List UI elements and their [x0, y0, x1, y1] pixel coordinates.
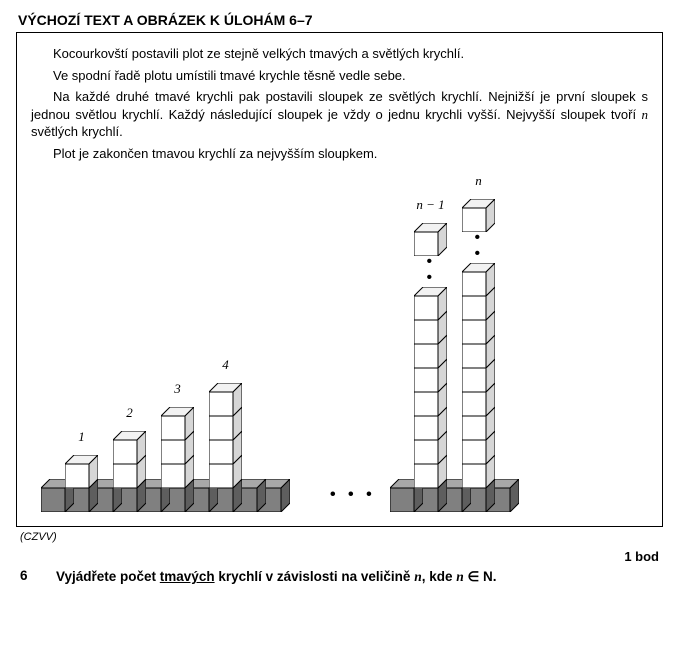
- q-dot: .: [493, 569, 497, 584]
- light-cube: [414, 223, 447, 256]
- light-cube: [209, 383, 242, 416]
- p3-n: n: [642, 107, 649, 122]
- light-column: 4: [209, 357, 242, 488]
- q-underline: tmavých: [160, 569, 215, 584]
- p3-b: světlých krychlí.: [31, 124, 123, 139]
- light-cube: [462, 263, 495, 296]
- column-label: n: [447, 173, 510, 189]
- ellipsis-h: • • •: [330, 486, 376, 504]
- points: 1 bod: [20, 549, 659, 564]
- light-column: • • • n − 1: [414, 197, 447, 488]
- light-column: 2: [113, 405, 146, 488]
- para-4: Plot je zakončen tmavou krychlí za nejvy…: [31, 145, 648, 163]
- light-column: • • • n: [462, 173, 495, 488]
- light-column: 3: [161, 381, 194, 488]
- column-label: 4: [194, 357, 257, 373]
- para-2: Ve spodní řadě plotu umístili tmavé kryc…: [31, 67, 648, 85]
- column-label: n − 1: [399, 197, 462, 213]
- light-cube: [462, 199, 495, 232]
- q-n: n: [414, 569, 422, 584]
- column-label: 3: [146, 381, 209, 397]
- q-N: N: [483, 569, 493, 584]
- column-label: 2: [98, 405, 161, 421]
- light-column: 1: [65, 429, 98, 488]
- q-b: krychlí v závislosti na veličině: [215, 569, 415, 584]
- q-n2: n: [456, 569, 464, 584]
- content-box: Kocourkovští postavili plot ze stejně ve…: [16, 32, 663, 527]
- question-number: 6: [20, 568, 56, 583]
- q-c: , kde: [422, 569, 457, 584]
- p3-a: Na každé druhé tmavé krychli pak postavi…: [31, 89, 648, 122]
- credit: (CZVV): [20, 531, 659, 543]
- section-heading: VÝCHOZÍ TEXT A OBRÁZEK K ÚLOHÁM 6–7: [10, 10, 669, 32]
- light-cube: [65, 455, 98, 488]
- question-text: Vyjádřete počet tmavých krychlí v závisl…: [56, 568, 659, 587]
- light-cube: [414, 287, 447, 320]
- base-row: [390, 479, 519, 512]
- light-cube: [113, 431, 146, 464]
- figure: • • • 1 2 3 4: [31, 172, 648, 512]
- q-in: ∈: [464, 569, 483, 584]
- light-cube: [161, 407, 194, 440]
- q-a: Vyjádřete počet: [56, 569, 160, 584]
- q-where: n ∈ N.: [456, 569, 496, 584]
- para-3: Na každé druhé tmavé krychli pak postavi…: [31, 88, 648, 141]
- question-6: 6 Vyjádřete počet tmavých krychlí v závi…: [20, 568, 659, 587]
- column-label: 1: [50, 429, 113, 445]
- para-1: Kocourkovští postavili plot ze stejně ve…: [31, 45, 648, 63]
